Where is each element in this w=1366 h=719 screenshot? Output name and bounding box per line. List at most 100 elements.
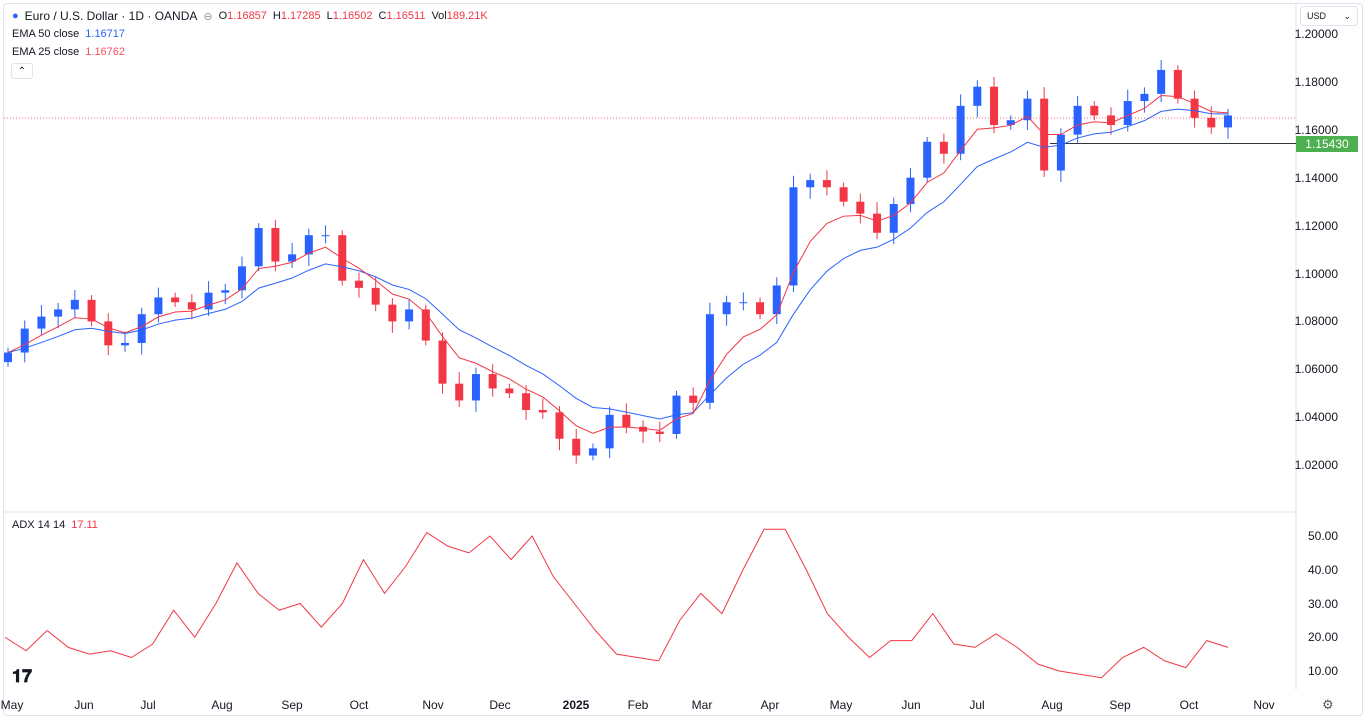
collapse-legend-button[interactable]: ⌃ xyxy=(11,63,33,79)
adx-tick-label: 40.00 xyxy=(1307,562,1338,577)
candle-body xyxy=(939,141,948,154)
candle-body xyxy=(221,290,230,293)
candle-body xyxy=(772,285,781,315)
candle-body xyxy=(187,302,196,310)
candle-body xyxy=(789,187,798,286)
candle-body xyxy=(639,426,648,432)
open-label: O xyxy=(218,10,228,22)
time-tick-label: Dec xyxy=(489,698,511,712)
candle-body xyxy=(237,266,246,291)
candle-body xyxy=(354,280,363,288)
candle-body xyxy=(1190,98,1199,118)
symbol-title[interactable]: Euro / U.S. Dollar · 1D · OANDA xyxy=(24,9,198,23)
candle-body xyxy=(154,297,163,315)
price-tick-label: 1.04000 xyxy=(1294,410,1338,425)
candle-body xyxy=(104,321,113,346)
candle-body xyxy=(839,187,848,202)
candle-body xyxy=(1173,69,1182,99)
adx-line xyxy=(4,528,1229,679)
candle-body xyxy=(171,297,180,303)
candle-body xyxy=(705,314,714,403)
time-tick-label: 2025 xyxy=(562,698,590,712)
currency-value: USD xyxy=(1307,11,1327,21)
candle-body xyxy=(371,287,380,305)
chevron-down-icon: ⌄ xyxy=(1343,11,1351,21)
high-value: 1.17285 xyxy=(280,10,321,22)
tradingview-logo[interactable]: 𝟏𝟕 xyxy=(12,666,33,686)
candle-body xyxy=(806,180,815,188)
candle-body xyxy=(1056,134,1065,171)
candle-body xyxy=(4,352,12,363)
high-label: H xyxy=(272,10,281,22)
candle-body xyxy=(54,309,63,317)
ema50-label: EMA 50 close xyxy=(12,28,80,40)
chart-frame xyxy=(3,3,1363,716)
candle-body xyxy=(321,235,330,237)
candle-body xyxy=(689,395,698,403)
time-tick-label: Sep xyxy=(1109,698,1131,712)
price-tick-label: 1.06000 xyxy=(1294,362,1338,377)
candle-body xyxy=(120,342,129,346)
time-tick-label: Apr xyxy=(760,698,780,712)
candle-body xyxy=(739,302,748,304)
candle-body xyxy=(37,316,46,329)
candle-body xyxy=(388,304,397,322)
time-tick-label: Sep xyxy=(281,698,303,712)
adx-tick-label: 30.00 xyxy=(1307,596,1338,611)
candle-body xyxy=(471,374,480,401)
candle-body xyxy=(622,414,631,427)
candle-body xyxy=(906,177,915,205)
candle-body xyxy=(1073,105,1082,135)
euro-flag-icon: ● xyxy=(12,10,19,22)
candle-body xyxy=(1157,69,1166,94)
price-tick-label: 1.20000 xyxy=(1294,27,1338,41)
candle-body xyxy=(137,314,146,343)
candle-body xyxy=(1224,115,1232,128)
adx-legend[interactable]: ADX 14 14 17.11 xyxy=(12,519,98,531)
candle-body xyxy=(204,292,213,310)
candle-body xyxy=(588,448,597,456)
close-label: C xyxy=(378,10,387,22)
symbol-legend: ● Euro / U.S. Dollar · 1D · OANDA ⊖ O 1.1… xyxy=(12,9,488,23)
candle-body xyxy=(20,328,29,353)
time-tick-label: Jul xyxy=(140,698,156,712)
adx-tick-label: 10.00 xyxy=(1307,664,1338,678)
candle-body xyxy=(873,213,882,233)
time-tick-label: Mar xyxy=(691,698,713,712)
volume-label: Vol xyxy=(431,10,447,22)
candle-body xyxy=(421,309,430,341)
time-tick-label: May xyxy=(829,698,853,712)
low-label: L xyxy=(326,10,333,22)
time-tick-label: Oct xyxy=(349,698,369,712)
time-tick-label: Oct xyxy=(1179,698,1199,712)
market-status-icon: ⊖ xyxy=(203,10,213,23)
ema25-label: EMA 25 close xyxy=(12,46,80,58)
ema25-legend[interactable]: EMA 25 close 1.16762 xyxy=(12,46,125,58)
candle-body xyxy=(522,393,531,411)
candle-body xyxy=(405,309,414,322)
candle-body xyxy=(488,374,497,389)
currency-select[interactable]: USD ⌄ xyxy=(1300,6,1358,26)
settings-gear-icon[interactable]: ⚙ xyxy=(1322,697,1334,712)
candle-body xyxy=(254,227,263,267)
candle-body xyxy=(722,302,731,315)
time-tick-label: Nov xyxy=(1253,698,1275,712)
time-tick-label: Aug xyxy=(211,698,233,712)
candle-body xyxy=(973,86,982,106)
candle-body xyxy=(856,201,865,214)
price-tick-label: 1.02000 xyxy=(1294,458,1338,473)
time-tick-label: Jul xyxy=(969,698,985,712)
ema50-legend[interactable]: EMA 50 close 1.16717 xyxy=(12,28,125,40)
ema50-value: 1.16717 xyxy=(85,28,126,40)
candle-body xyxy=(756,302,765,315)
candle-body xyxy=(990,86,999,126)
candle-body xyxy=(1207,117,1216,128)
price-tick-label: 1.12000 xyxy=(1294,218,1338,233)
time-tick-label: Jun xyxy=(901,698,921,712)
candle-body xyxy=(1107,115,1116,126)
time-tick-label: May xyxy=(0,698,24,712)
candle-body xyxy=(1023,98,1032,121)
candle-body xyxy=(1123,101,1132,126)
low-value: 1.16502 xyxy=(332,10,373,22)
